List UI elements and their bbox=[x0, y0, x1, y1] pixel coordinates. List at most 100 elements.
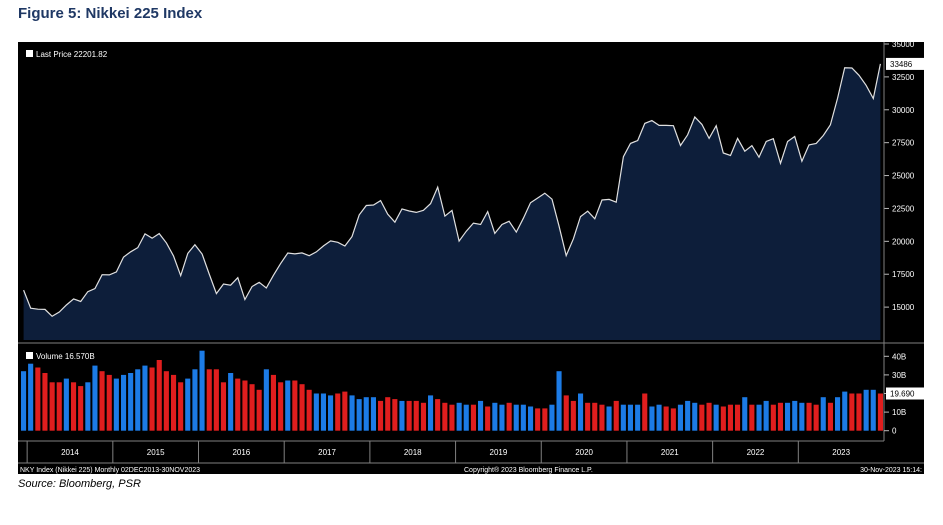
volume-bar bbox=[492, 402, 498, 431]
volume-bar bbox=[206, 369, 212, 431]
volume-bar bbox=[285, 380, 291, 431]
volume-bar bbox=[320, 393, 326, 431]
volume-bar bbox=[820, 397, 826, 431]
volume-bar bbox=[185, 378, 191, 431]
price-y-tick-label: 17500 bbox=[892, 270, 915, 279]
price-line bbox=[23, 63, 881, 318]
volume-bar bbox=[21, 371, 27, 431]
volume-bar bbox=[256, 389, 262, 431]
volume-bar bbox=[228, 373, 234, 431]
volume-bar bbox=[270, 374, 276, 431]
x-tick-label: 2014 bbox=[61, 448, 79, 457]
volume-y-tick-label: 0 bbox=[892, 427, 897, 436]
x-tick-label: 2018 bbox=[404, 448, 422, 457]
volume-bar bbox=[35, 367, 41, 431]
price-y-tick-label: 30000 bbox=[892, 106, 915, 115]
volume-bar bbox=[663, 406, 669, 431]
volume-bar bbox=[292, 380, 298, 431]
volume-bar bbox=[370, 397, 376, 431]
volume-bar bbox=[478, 400, 484, 431]
x-tick-label: 2020 bbox=[575, 448, 593, 457]
volume-y-tick-label: 30B bbox=[892, 371, 906, 380]
volume-bar bbox=[613, 400, 619, 431]
volume-bar bbox=[435, 399, 441, 431]
volume-bar bbox=[835, 397, 841, 431]
volume-bar bbox=[406, 400, 412, 431]
volume-bar bbox=[99, 371, 105, 431]
volume-bar bbox=[635, 404, 641, 431]
volume-bar bbox=[178, 382, 184, 431]
volume-bar bbox=[328, 395, 334, 431]
volume-bar bbox=[799, 402, 805, 431]
volume-bar bbox=[785, 402, 791, 431]
x-tick-label: 2021 bbox=[661, 448, 679, 457]
volume-bar bbox=[556, 371, 562, 431]
volume-bar bbox=[378, 400, 384, 431]
volume-bar bbox=[670, 408, 676, 431]
volume-bar bbox=[677, 404, 683, 431]
volume-bar bbox=[792, 400, 798, 431]
price-y-tick-label: 22500 bbox=[892, 204, 915, 213]
volume-bar bbox=[78, 386, 84, 431]
volume-bar bbox=[313, 393, 319, 431]
volume-bar bbox=[463, 404, 469, 431]
volume-bar bbox=[392, 399, 398, 431]
volume-bar bbox=[113, 378, 119, 431]
volume-bar bbox=[449, 404, 455, 431]
volume-bar bbox=[85, 382, 91, 431]
volume-bar bbox=[306, 389, 312, 431]
volume-bar bbox=[777, 402, 783, 431]
chart-canvas: 15000 17500 20000 22500 25000 27500 30000 32500… bbox=[18, 42, 924, 474]
volume-bar bbox=[520, 404, 526, 431]
volume-bar bbox=[813, 404, 819, 431]
volume-bar bbox=[171, 374, 177, 431]
volume-bar bbox=[249, 384, 255, 431]
volume-bar bbox=[592, 402, 598, 431]
volume-bar bbox=[156, 360, 162, 431]
volume-bar bbox=[399, 400, 405, 431]
volume-bar bbox=[513, 404, 519, 431]
volume-bar bbox=[827, 402, 833, 431]
volume-bar bbox=[720, 406, 726, 431]
volume-bar bbox=[763, 400, 769, 431]
volume-bar bbox=[420, 402, 426, 431]
volume-bar bbox=[199, 350, 205, 431]
volume-bar bbox=[535, 408, 541, 431]
footer-right: 30-Nov-2023 15:14: bbox=[860, 467, 922, 474]
volume-bar bbox=[28, 363, 34, 431]
volume-bar bbox=[549, 404, 555, 431]
volume-y-tick-label: 40B bbox=[892, 352, 906, 361]
x-tick-label: 2017 bbox=[318, 448, 336, 457]
volume-bar bbox=[585, 402, 591, 431]
price-y-tick-label: 32500 bbox=[892, 73, 915, 82]
volume-bar bbox=[121, 374, 127, 431]
volume-bar bbox=[685, 400, 691, 431]
volume-bar bbox=[563, 395, 569, 431]
volume-bar bbox=[71, 382, 77, 431]
bloomberg-chart: 15000 17500 20000 22500 25000 27500 30000 32500… bbox=[18, 42, 924, 474]
volume-bar bbox=[235, 378, 241, 431]
volume-bar bbox=[442, 402, 448, 431]
x-tick-label: 2019 bbox=[490, 448, 508, 457]
price-y-tick-label: 35000 bbox=[892, 42, 915, 49]
volume-bar bbox=[606, 406, 612, 431]
volume-bar bbox=[192, 369, 198, 431]
volume-bar bbox=[649, 406, 655, 431]
volume-bar bbox=[713, 404, 719, 431]
volume-bar bbox=[620, 404, 626, 431]
volume-bar bbox=[428, 395, 434, 431]
volume-bar bbox=[106, 374, 112, 431]
volume-bar bbox=[749, 404, 755, 431]
volume-bar bbox=[349, 395, 355, 431]
volume-bar bbox=[756, 404, 762, 431]
volume-bar bbox=[727, 404, 733, 431]
volume-bar bbox=[163, 371, 169, 431]
x-tick-label: 2023 bbox=[832, 448, 850, 457]
volume-bar bbox=[335, 393, 341, 431]
price-y-tick-label: 15000 bbox=[892, 303, 915, 312]
volume-bar bbox=[413, 400, 419, 431]
volume-bar bbox=[578, 393, 584, 431]
price-area-fill bbox=[23, 63, 881, 341]
volume-bar bbox=[299, 384, 305, 431]
volume-bar bbox=[142, 365, 148, 431]
